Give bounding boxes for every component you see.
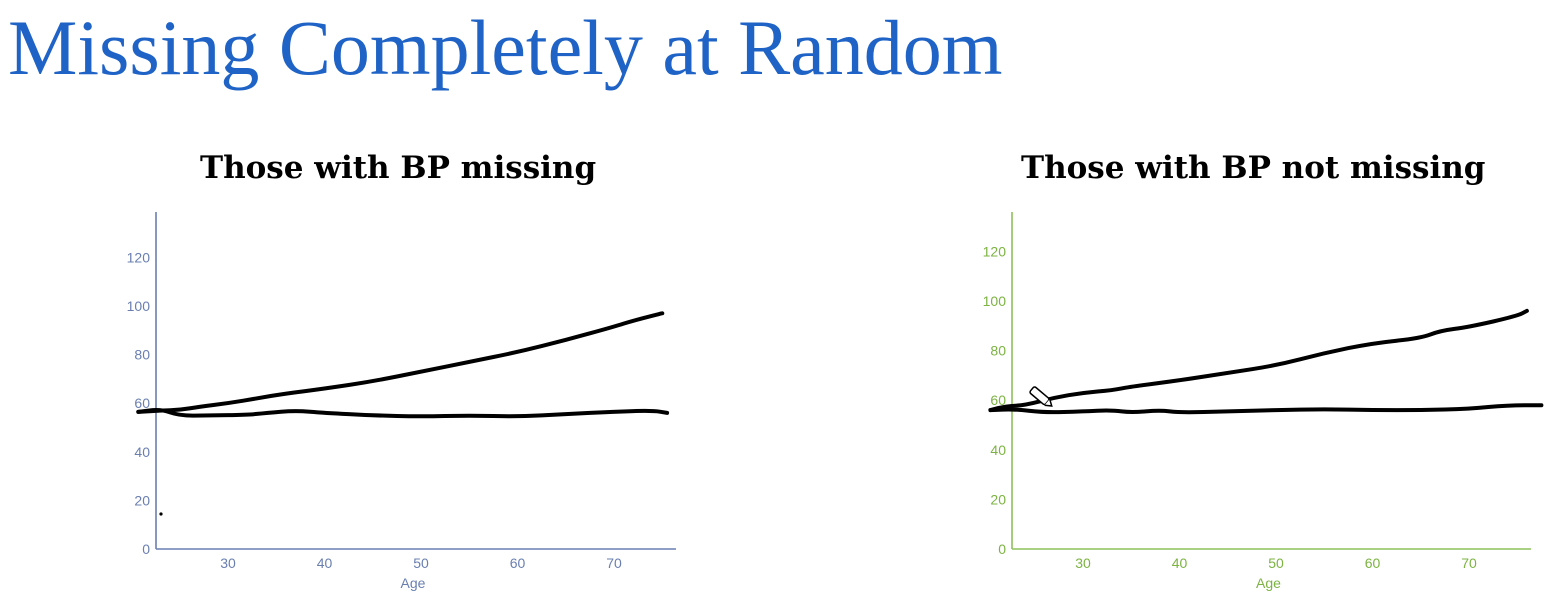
y-tick-label: 120	[983, 243, 1007, 259]
x-axis-label: Age	[401, 575, 426, 591]
x-tick-label: 40	[317, 555, 333, 571]
slide-title: Missing Completely at Random	[8, 4, 1003, 91]
chart-title-bp-not-missing: Those with BP not missing	[1021, 150, 1486, 186]
y-tick-label: 80	[134, 347, 150, 363]
series-line-flat	[136, 408, 670, 419]
chart-title-bp-missing: Those with BP missing	[200, 150, 597, 186]
ink-dot	[159, 512, 163, 516]
y-tick-label: 40	[990, 442, 1006, 458]
y-tick-label: 20	[990, 491, 1006, 507]
x-tick-label: 60	[510, 555, 526, 571]
y-tick-label: 20	[134, 492, 150, 508]
y-tick-label: 80	[990, 343, 1006, 359]
y-tick-label: 120	[127, 249, 151, 265]
x-tick-label: 30	[1075, 555, 1091, 571]
y-tick-label: 0	[998, 541, 1006, 557]
x-tick-label: 50	[1268, 555, 1284, 571]
x-tick-label: 50	[413, 555, 429, 571]
x-tick-label: 60	[1365, 555, 1381, 571]
x-axis-label: Age	[1256, 575, 1281, 591]
y-tick-label: 0	[142, 541, 150, 557]
x-tick-label: 70	[606, 555, 622, 571]
y-tick-label: 60	[990, 392, 1006, 408]
y-tick-label: 40	[134, 444, 150, 460]
y-tick-label: 60	[134, 395, 150, 411]
x-tick-label: 70	[1461, 555, 1477, 571]
y-tick-label: 100	[983, 293, 1007, 309]
chart-bp-missing: 0 20 40 60 80 100 120 30 40 50 60 70 Age	[127, 212, 676, 591]
series-line-rising	[136, 311, 665, 414]
x-tick-label: 30	[220, 555, 236, 571]
pen-cursor-icon	[1029, 386, 1053, 407]
y-tick-label: 100	[127, 298, 151, 314]
series-line-flat	[988, 403, 1544, 415]
x-tick-label: 40	[1172, 555, 1188, 571]
series-line-rising	[988, 308, 1529, 413]
